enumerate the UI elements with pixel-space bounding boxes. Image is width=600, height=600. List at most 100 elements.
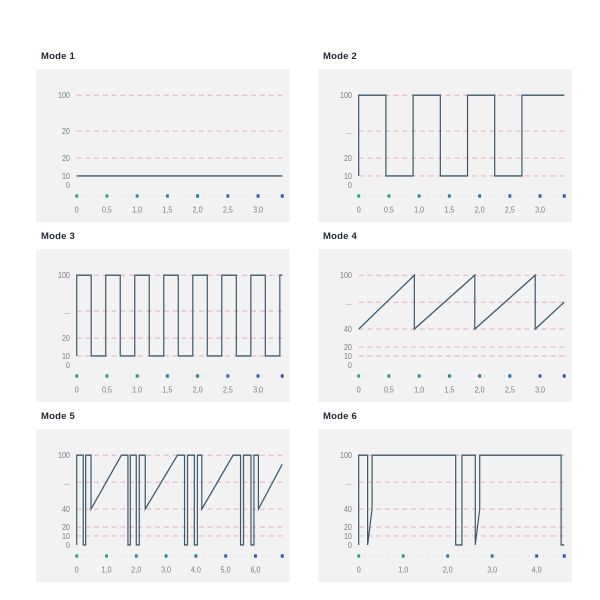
x-axis-tick-label: 6,0 — [250, 565, 260, 575]
panel-title: Mode 1 — [41, 51, 75, 62]
x-axis-tick-label: 2,0 — [443, 565, 453, 575]
y-axis-tick-label: 100 — [340, 450, 352, 460]
panel-title: Mode 6 — [323, 411, 357, 422]
y-axis-tick-label: ... — [64, 306, 70, 316]
x-axis-marker-dot — [280, 193, 284, 198]
x-axis-marker-dot — [562, 193, 566, 198]
x-axis-tick-label: 2,0 — [131, 565, 141, 575]
panel-title: Mode 3 — [41, 231, 75, 242]
x-axis-marker-dot — [478, 193, 482, 198]
x-axis-tick-label: 0,5 — [102, 205, 112, 215]
x-axis-marker-dot — [165, 373, 169, 378]
y-axis-tick-label: ... — [346, 297, 352, 307]
x-axis-tick-label: 4,0 — [532, 565, 542, 575]
x-axis-tick-label: 0,5 — [384, 205, 394, 215]
waveform-line — [76, 454, 283, 546]
plot-card: 100 20 20 10 0 0 0,5 1,0 1,5 2,0 2,5 3,0 — [36, 68, 290, 222]
x-axis-tick-label: 0,5 — [384, 385, 394, 395]
y-axis-tick-label: 10 — [344, 531, 352, 541]
x-axis-marker-dot — [357, 373, 361, 378]
x-axis-tick-label: 2,5 — [223, 205, 233, 215]
x-axis-marker-dot — [253, 553, 257, 558]
x-axis-marker-dot — [224, 553, 228, 558]
x-axis-marker-dot — [387, 373, 391, 378]
x-axis-marker-dot — [75, 553, 79, 558]
x-axis-tick-label: 3,0 — [535, 205, 545, 215]
y-axis-tick-label: 10 — [62, 351, 70, 361]
x-axis-marker-dot — [135, 193, 139, 198]
plot-card: 100... 40 20 10 0 0 1,0 2,0 3,0 4,0 5,0 6,0 — [36, 428, 290, 582]
x-axis-marker-dot — [490, 553, 494, 558]
panel-mode-3: Mode 3 100... 20 10 0 0 0,5 1,0 1,5 2,0 2,5 3,0 — [36, 232, 290, 402]
y-axis-tick-label: 100 — [58, 90, 70, 100]
y-axis-tick-label: 100 — [58, 450, 70, 460]
x-axis-tick-label: 3,0 — [487, 565, 497, 575]
x-axis-tick-label: 1,0 — [398, 565, 408, 575]
plot-card: 100... 40 20 10 0 0 1,0 2,0 3,0 4,0 — [318, 428, 572, 582]
panel-mode-1: Mode 1 100 20 20 10 0 0 0,5 1,0 1,5 2,0 2,5 3,0 — [36, 52, 290, 222]
x-axis-marker-dot — [135, 373, 139, 378]
y-axis-tick-label: 20 — [62, 126, 70, 136]
y-axis-tick-label: 20 — [344, 522, 352, 532]
waveform-line — [358, 94, 565, 177]
y-axis-tick-label: 40 — [344, 324, 352, 334]
y-axis-tick-label: 40 — [62, 504, 70, 514]
panel-title: Mode 5 — [41, 411, 75, 422]
x-axis-tick-label: 2,5 — [223, 385, 233, 395]
y-axis-tick-label: 100 — [340, 90, 352, 100]
x-axis-tick-label: 3,0 — [253, 205, 263, 215]
x-axis-tick-label: 2,0 — [193, 205, 203, 215]
y-axis-tick-label: 20 — [62, 522, 70, 532]
x-axis-marker-dot — [105, 193, 109, 198]
x-axis-tick-label: 0 — [357, 565, 361, 575]
x-axis-tick-label: 2,5 — [505, 385, 515, 395]
x-axis-marker-dot — [562, 553, 566, 558]
x-axis-tick-label: 2,0 — [475, 385, 485, 395]
x-axis-marker-dot — [75, 193, 79, 198]
panel-mode-6: Mode 6 100... 40 20 10 0 0 1,0 2,0 3,0 4,0 — [318, 412, 572, 582]
y-axis-tick-label: 40 — [344, 504, 352, 514]
x-axis-marker-dot — [538, 373, 542, 378]
y-axis-tick-label: 10 — [344, 171, 352, 181]
panel-mode-4: Mode 4 100... 40 20 10 0 0 0,5 1,0 1,5 2,0 2,5 3,0 — [318, 232, 572, 402]
y-axis-tick-label: 10 — [62, 531, 70, 541]
x-axis-tick-label: 3,0 — [253, 385, 263, 395]
x-axis-tick-label: 0 — [75, 385, 79, 395]
x-axis-marker-dot — [280, 553, 284, 558]
x-axis-marker-dot — [417, 193, 421, 198]
x-axis-marker-dot — [478, 373, 482, 378]
waveform-line — [76, 274, 283, 357]
x-axis-marker-dot — [417, 373, 421, 378]
x-axis-marker-dot — [134, 553, 138, 558]
y-axis-tick-label: ... — [64, 477, 70, 487]
y-axis-tick-label: 20 — [62, 153, 70, 163]
plot-card: 100... 20 10 0 0 0,5 1,0 1,5 2,0 2,5 3,0 — [36, 248, 290, 402]
x-axis-tick-label: 2,0 — [475, 205, 485, 215]
plot-card: 100... 20 10 0 0 0,5 1,0 1,5 2,0 2,5 3,0 — [318, 68, 572, 222]
x-axis-marker-dot — [447, 373, 451, 378]
x-axis-tick-label: 1,0 — [132, 385, 142, 395]
y-axis-tick-label: 100 — [58, 270, 70, 280]
y-axis-tick-label: 20 — [344, 153, 352, 163]
x-axis-tick-label: 3,0 — [161, 565, 171, 575]
y-axis-tick-label: 10 — [344, 351, 352, 361]
x-axis-marker-dot — [165, 193, 169, 198]
x-axis-marker-dot — [196, 193, 200, 198]
x-axis-tick-label: 4,0 — [191, 565, 201, 575]
y-axis-tick-label: 10 — [62, 171, 70, 181]
y-axis-tick-label: 20 — [344, 342, 352, 352]
y-axis-tick-label: 0 — [66, 180, 70, 190]
x-axis-marker-dot — [256, 193, 260, 198]
y-axis-tick-label: 20 — [62, 333, 70, 343]
panel-title: Mode 2 — [323, 51, 357, 62]
y-axis-tick-label: 0 — [348, 180, 352, 190]
x-axis-tick-label: 1,0 — [132, 205, 142, 215]
x-axis-tick-label: 1,5 — [444, 385, 454, 395]
x-axis-tick-label: 0 — [75, 565, 79, 575]
plot-card: 100... 40 20 10 0 0 0,5 1,0 1,5 2,0 2,5 3,0 — [318, 248, 572, 402]
x-axis-tick-label: 1,0 — [102, 565, 112, 575]
